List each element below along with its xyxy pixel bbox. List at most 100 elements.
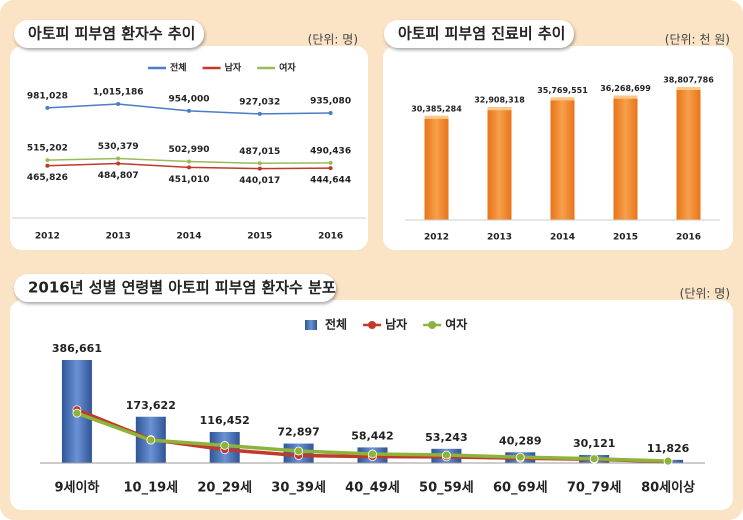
x-tick-label: 60_69세 xyxy=(493,481,548,496)
point xyxy=(72,408,82,418)
point xyxy=(328,110,333,115)
unit-label: (단위: 천 원) xyxy=(665,32,730,47)
x-tick-label: 9세이하 xyxy=(54,480,99,496)
bar xyxy=(550,97,575,220)
data-label: 30,121 xyxy=(573,437,615,450)
data-label: 927,032 xyxy=(239,97,280,107)
data-label: 40,289 xyxy=(499,434,541,447)
data-label: 954,000 xyxy=(169,94,210,104)
data-label: 116,452 xyxy=(200,414,250,427)
bar xyxy=(424,115,449,220)
data-label: 58,442 xyxy=(351,429,393,442)
panel xyxy=(10,300,733,510)
legend-label: 전체 xyxy=(170,62,187,74)
point xyxy=(257,166,262,171)
point xyxy=(116,161,121,166)
bar xyxy=(613,95,638,220)
bar-cap xyxy=(487,107,512,111)
data-label: 451,010 xyxy=(169,175,210,185)
data-label: 173,622 xyxy=(126,399,176,412)
point xyxy=(187,159,191,164)
data-label: 487,015 xyxy=(239,147,280,157)
legend-swatch xyxy=(305,320,317,330)
x-tick-label: 40_49세 xyxy=(345,481,400,496)
bar xyxy=(487,107,512,220)
point xyxy=(146,435,156,445)
bar xyxy=(676,87,701,220)
data-label: 515,202 xyxy=(27,144,68,154)
point xyxy=(45,105,50,110)
data-label: 36,268,699 xyxy=(600,84,651,93)
x-tick-label: 2016 xyxy=(676,233,701,243)
legend-label: 남자 xyxy=(225,62,242,74)
legend-marker xyxy=(368,321,377,329)
point xyxy=(257,111,262,116)
point xyxy=(187,165,191,170)
x-tick-label: 2016 xyxy=(318,232,343,242)
legend-label: 여자 xyxy=(279,62,296,74)
title-pill xyxy=(14,20,204,48)
legend-marker xyxy=(428,321,437,329)
x-tick-label: 2015 xyxy=(247,232,272,242)
data-label: 1,015,186 xyxy=(93,88,144,98)
x-tick-label: 2014 xyxy=(550,233,575,243)
data-label: 465,826 xyxy=(27,173,68,183)
title-pill xyxy=(384,20,574,48)
data-label: 444,644 xyxy=(310,176,351,186)
data-label: 72,897 xyxy=(277,426,319,439)
point xyxy=(116,102,121,106)
data-label: 490,436 xyxy=(310,146,351,156)
x-tick-label: 30_39세 xyxy=(271,481,326,496)
data-label: 11,826 xyxy=(647,442,690,455)
data-label: 530,379 xyxy=(98,142,139,152)
x-tick-label: 80세이상 xyxy=(641,480,695,496)
legend-label: 전체 xyxy=(325,317,347,332)
x-tick-label: 2013 xyxy=(106,232,131,242)
point xyxy=(589,454,599,464)
bar-cap xyxy=(424,115,449,119)
chart-title: 아토피 피부염 환자수 추이 xyxy=(28,25,195,43)
x-tick-label: 2015 xyxy=(613,233,638,243)
bar-cap xyxy=(613,95,638,99)
data-label: 386,661 xyxy=(52,342,102,355)
data-label: 30,385,284 xyxy=(411,104,462,113)
chart-title: 2016년 성별 연령별 아토피 피부염 환자수 분포 xyxy=(28,279,336,297)
x-tick-label: 20_29세 xyxy=(197,481,252,496)
point xyxy=(45,163,50,168)
data-label: 440,017 xyxy=(239,176,280,186)
point xyxy=(294,446,304,456)
point xyxy=(187,108,191,113)
x-tick-label: 2012 xyxy=(35,232,60,242)
point xyxy=(328,160,333,165)
x-tick-label: 70_79세 xyxy=(567,481,622,496)
unit-label: (단위: 명) xyxy=(680,287,730,301)
data-label: 935,080 xyxy=(310,96,351,106)
x-tick-label: 10_19세 xyxy=(124,481,179,496)
point xyxy=(368,449,377,459)
data-label: 484,807 xyxy=(98,171,139,181)
x-tick-label: 2012 xyxy=(424,233,449,243)
data-label: 38,807,786 xyxy=(663,76,714,85)
data-label: 53,243 xyxy=(425,431,467,444)
data-label: 35,769,551 xyxy=(537,86,588,95)
legend-label: 여자 xyxy=(445,317,467,332)
chart-title: 아토피 피부염 진료비 추이 xyxy=(398,25,565,43)
point xyxy=(116,156,121,161)
data-label: 981,028 xyxy=(27,91,68,101)
unit-label: (단위: 명) xyxy=(308,33,358,47)
point xyxy=(45,158,50,163)
legend-label: 남자 xyxy=(385,317,407,332)
bar-cap xyxy=(550,97,575,101)
x-tick-label: 50_59세 xyxy=(419,481,474,496)
x-tick-label: 2014 xyxy=(176,232,201,242)
x-tick-label: 2013 xyxy=(487,233,512,243)
point xyxy=(515,452,525,462)
point xyxy=(441,450,451,460)
bar-cap xyxy=(676,87,701,90)
panel xyxy=(10,46,368,250)
point xyxy=(257,161,262,166)
point xyxy=(663,456,673,466)
data-label: 32,908,318 xyxy=(474,96,525,105)
title-pill xyxy=(14,274,336,302)
